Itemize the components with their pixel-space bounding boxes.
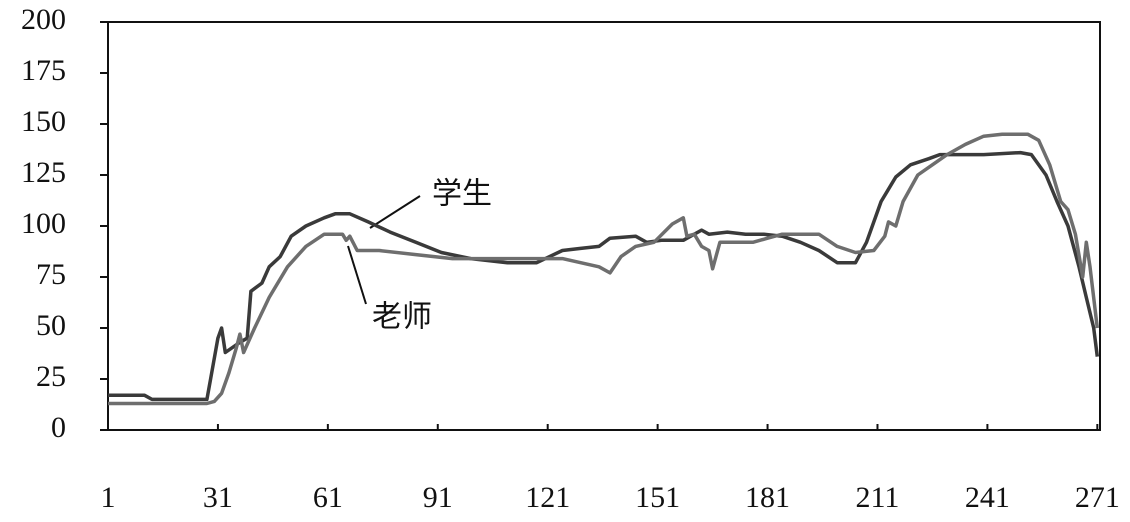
series-label: 老师	[372, 300, 432, 335]
series-label: 学生	[432, 177, 492, 212]
y-tick-label: 25	[36, 360, 66, 393]
y-tick-label: 0	[51, 411, 66, 444]
x-tick-label: 31	[203, 481, 233, 514]
y-tick-label: 200	[21, 3, 66, 36]
x-tick-label: 181	[745, 481, 790, 514]
series-line	[108, 132, 1100, 406]
x-tick-label: 211	[856, 481, 900, 514]
x-tick-label: 271	[1075, 481, 1120, 514]
annotation-leader	[369, 195, 421, 229]
y-tick-label: 125	[21, 156, 66, 189]
plot-frame	[107, 21, 1101, 431]
y-tick-label: 50	[36, 309, 66, 342]
series-line	[108, 150, 1100, 402]
y-tick-label: 100	[21, 207, 66, 240]
x-tick-label: 1	[101, 481, 116, 514]
y-tick-label: 175	[21, 54, 66, 87]
y-tick-label: 150	[21, 105, 66, 138]
y-tick-label: 75	[36, 258, 66, 291]
annotation-leader	[347, 245, 367, 305]
x-tick-label: 241	[965, 481, 1010, 514]
x-tick-label: 121	[525, 481, 570, 514]
x-tick-label: 61	[313, 481, 343, 514]
x-tick-label: 151	[635, 481, 680, 514]
x-tick-label: 91	[423, 481, 453, 514]
